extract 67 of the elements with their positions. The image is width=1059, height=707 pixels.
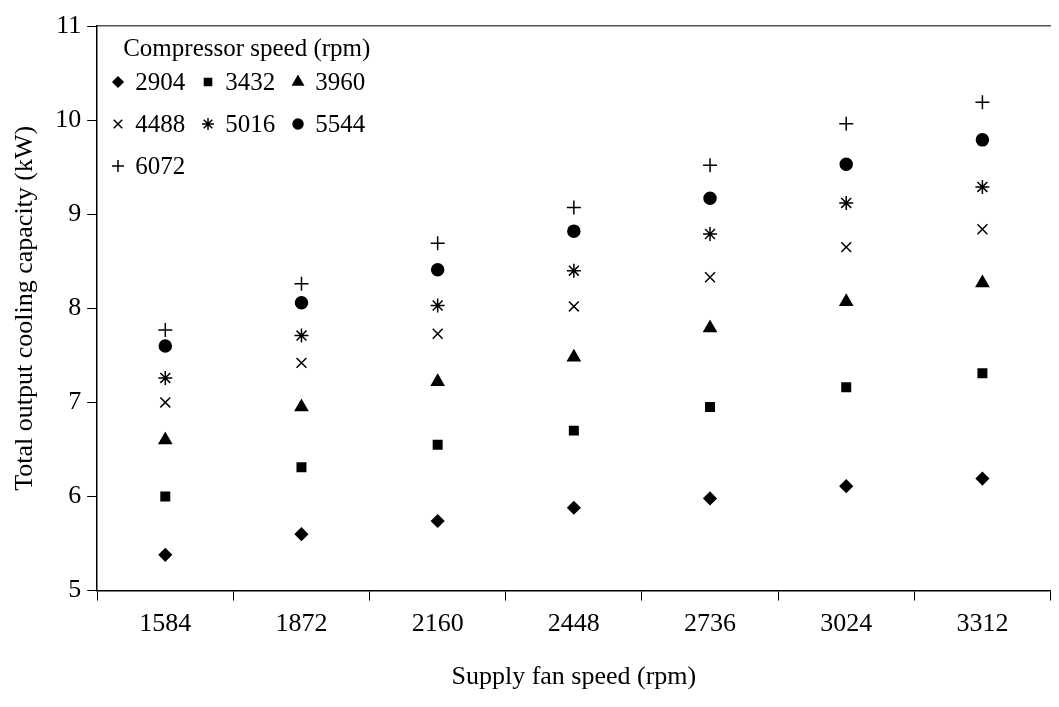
point xyxy=(295,357,308,369)
point xyxy=(296,462,307,473)
point xyxy=(975,133,990,147)
point xyxy=(568,425,579,436)
point xyxy=(703,491,717,506)
x-tick-label: 3024 xyxy=(820,608,873,638)
y-tick-label: 11 xyxy=(56,9,82,39)
point xyxy=(977,368,988,379)
point xyxy=(157,370,174,386)
x-tick-label: 3312 xyxy=(956,608,1009,638)
legend-label: 5016 xyxy=(225,110,276,138)
legend-label: 6072 xyxy=(135,152,186,180)
point xyxy=(838,195,854,211)
x-tick-label: 1872 xyxy=(275,608,328,638)
legend-label: 3432 xyxy=(225,68,276,96)
y-tick-label: 10 xyxy=(55,103,82,133)
x-axis-title: Supply fan speed (rpm) xyxy=(451,661,697,691)
point xyxy=(294,399,309,412)
point xyxy=(294,295,309,310)
point xyxy=(568,300,580,313)
y-tick-label: 7 xyxy=(68,386,82,416)
point xyxy=(566,262,582,279)
y-tick-label: 9 xyxy=(68,198,82,228)
legend-label: 5544 xyxy=(315,110,366,138)
legend-label: 4488 xyxy=(135,110,186,138)
point xyxy=(158,432,173,445)
legend-title: Compressor speed (rpm) xyxy=(123,34,371,62)
point xyxy=(431,328,444,340)
point xyxy=(975,471,990,486)
x-tick-label: 2160 xyxy=(411,608,464,638)
point xyxy=(160,491,171,502)
x-tick-label: 1584 xyxy=(139,608,192,638)
point xyxy=(429,297,446,314)
point xyxy=(841,382,852,393)
point xyxy=(705,402,716,413)
point xyxy=(158,339,173,353)
point xyxy=(974,179,991,195)
y-tick-label: 6 xyxy=(68,480,82,510)
y-tick-label: 8 xyxy=(68,292,82,322)
point xyxy=(567,224,581,238)
point xyxy=(975,275,990,288)
point xyxy=(839,479,853,493)
point xyxy=(158,548,173,562)
point xyxy=(159,396,171,409)
legend-label: 2904 xyxy=(135,68,186,96)
x-tick-label: 2736 xyxy=(684,608,737,638)
point xyxy=(567,501,581,515)
point xyxy=(839,157,853,172)
point xyxy=(703,320,717,333)
y-axis-title: Total output cooling capacity (kW) xyxy=(9,125,39,491)
point xyxy=(432,439,443,450)
point xyxy=(974,94,991,110)
point xyxy=(703,191,717,205)
point xyxy=(976,223,989,235)
point xyxy=(702,226,718,242)
point xyxy=(430,262,445,277)
point xyxy=(704,271,716,283)
y-tick-label: 5 xyxy=(68,574,82,604)
legend-label: 3960 xyxy=(315,68,366,96)
x-tick-label: 2448 xyxy=(547,608,600,638)
point xyxy=(294,527,309,541)
point xyxy=(293,327,310,344)
point xyxy=(430,514,445,528)
point xyxy=(567,349,581,362)
point xyxy=(293,276,310,292)
point xyxy=(840,241,852,253)
point xyxy=(566,199,582,216)
